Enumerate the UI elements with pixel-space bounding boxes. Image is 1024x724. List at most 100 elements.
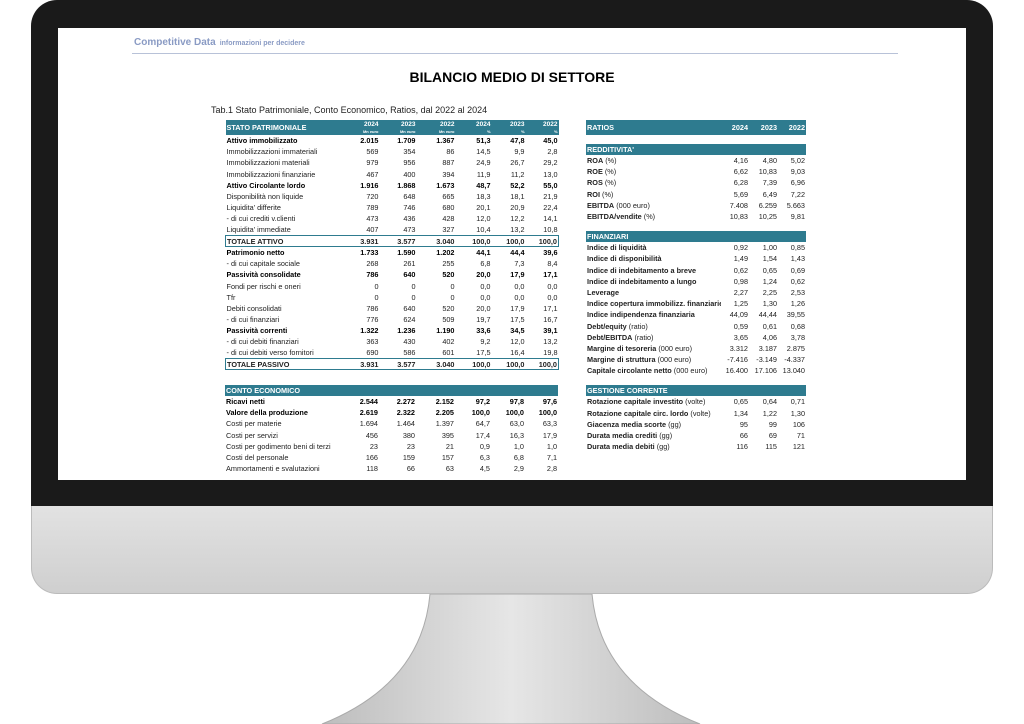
cell-value: 887 <box>442 158 455 168</box>
row-label: Fondi per rischi e oneri <box>226 281 301 291</box>
cell-value: 2,25 <box>762 287 777 297</box>
row-label: Costi del personale <box>226 453 289 463</box>
cell-value: 21,9 <box>543 192 558 202</box>
ratio-unit: (volte) <box>685 397 706 407</box>
cell-value: 520 <box>442 303 455 313</box>
table-row: Indice indipendenza finanziaria 44,09 44,… <box>586 309 806 320</box>
cell-value: 13,2 <box>543 337 558 347</box>
cell-value: 13,2 <box>510 225 525 235</box>
cell-value: 2,8 <box>546 464 558 474</box>
cell-value: 11,2 <box>510 169 525 179</box>
cell-value: 640 <box>403 303 416 313</box>
section-header: FINANZIARI <box>586 231 806 243</box>
row-label: Indice di indebitamento a lungo <box>586 276 721 287</box>
table-row: Immobilizzazioni immateriali 569 354 86 14,5… <box>226 146 559 157</box>
row-label: EBITDA/vendite (%) <box>586 211 721 222</box>
conto-economico-table: CONTO ECONOMICO Ricavi netti 2.544 2.272 2.1… <box>225 385 559 474</box>
table-header: STATO PATRIMONIALE 2024 Mn euro 2023 Mn euro… <box>225 120 559 135</box>
table-row: EBITDA/vendite (%) 10,83 10,25 9,81 <box>586 211 806 222</box>
cell-value: 11,9 <box>476 169 491 179</box>
table-row: Indice di indebitamento a breve 0,62 0,65… <box>586 265 806 276</box>
table-row: - di cui debiti finanziari 363 430 402 9,2 12… <box>226 336 559 347</box>
ratio-name: Margine di tesoreria <box>587 343 657 353</box>
cell-value: 520 <box>442 270 455 280</box>
cell-value: 6,8 <box>513 453 524 463</box>
cell-value: 7,3 <box>514 259 525 269</box>
cell-value: 327 <box>442 225 455 235</box>
cell-value: 3.312 <box>729 343 748 353</box>
section-title: CONTO ECONOMICO <box>225 385 559 396</box>
cell-value: 17,9 <box>510 303 525 313</box>
row-label: Indice di liquidità <box>586 242 721 253</box>
cell-value: 473 <box>403 225 416 235</box>
cell-value: 6,8 <box>480 259 491 269</box>
cell-value: 13,0 <box>543 169 558 179</box>
cell-value: 118 <box>366 464 378 474</box>
table-row: Margine di struttura (000 euro) -7.416 -3.… <box>586 354 806 365</box>
cell-value: 690 <box>366 348 379 358</box>
cell-value: 97,2 <box>475 397 490 407</box>
row-label: Costi per godimento beni di terzi <box>226 441 331 451</box>
row-label: Immobilizzazioni finanziarie <box>226 169 316 179</box>
cell-value: 430 <box>403 337 416 347</box>
cell-value: 354 <box>403 147 416 157</box>
cell-value: 100,0 <box>471 408 490 418</box>
cell-value: 19,7 <box>476 315 491 325</box>
cell-value: 255 <box>442 259 455 269</box>
cell-value: 1,30 <box>790 408 805 418</box>
row-label: Valore della produzione <box>226 408 308 418</box>
cell-value: 48,7 <box>476 180 491 190</box>
ratio-name: Indice di indebitamento a lungo <box>587 276 697 286</box>
cell-value: 29,2 <box>543 158 558 168</box>
cell-value: 1.709 <box>397 136 416 146</box>
cell-value: 1.397 <box>435 419 454 429</box>
cell-value: 16,3 <box>509 430 524 440</box>
ratio-name: Leverage <box>587 287 620 297</box>
cell-value: 586 <box>403 348 416 358</box>
table-row: Liquidita' differite 789 746 680 20,1 20,9 22,… <box>226 202 559 213</box>
cell-value: 0,0 <box>480 292 491 302</box>
ratio-name: Debt/EBITDA <box>587 332 633 342</box>
cell-value: 100,0 <box>491 358 526 371</box>
cell-value: 44,1 <box>476 248 491 258</box>
cell-value: 1.673 <box>436 180 455 190</box>
row-label: Immobilizzazioni immateriali <box>226 147 318 157</box>
ratio-name: ROA <box>587 156 604 166</box>
cell-value: 100,0 <box>455 235 492 248</box>
table-row: Capitale circolante netto (000 euro) 16.4… <box>586 365 806 376</box>
table-caption: Tab.1 Stato Patrimoniale, Conto Economic… <box>211 105 488 115</box>
cell-value: 648 <box>403 192 416 202</box>
monitor-chin <box>31 506 993 594</box>
cell-value: 0 <box>374 292 379 302</box>
row-label: Immobilizzazioni materiali <box>226 158 310 168</box>
section-title: RATIOS <box>586 120 721 135</box>
cell-value: 665 <box>442 192 455 202</box>
ratio-unit: (gg) <box>656 442 670 452</box>
ratio-unit: (%) <box>602 189 614 199</box>
cell-value: 6,28 <box>733 178 748 188</box>
cell-value: 509 <box>442 315 455 325</box>
ratio-unit: (%) <box>643 212 656 222</box>
table-row: Durata media crediti (gg) 66 69 71 <box>586 430 806 441</box>
cell-value: 456 <box>365 430 378 440</box>
cell-value: 100,0 <box>505 408 524 418</box>
column-year: 2022 <box>543 121 558 128</box>
cell-value: 0,62 <box>733 265 748 275</box>
ratio-name: ROE <box>587 167 603 177</box>
cell-value: 44,09 <box>729 310 748 320</box>
cell-value: 1,22 <box>762 408 777 418</box>
table-row: - di cui crediti v.clienti 473 436 428 12,0 1… <box>226 213 559 224</box>
cell-value: 640 <box>403 270 416 280</box>
cell-value: 2,8 <box>547 147 558 157</box>
ratio-name: Durata media debiti <box>587 442 655 452</box>
section-header: CONTO ECONOMICO <box>225 385 559 396</box>
row-label: TOTALE PASSIVO <box>225 358 344 371</box>
ratio-name: Indice di disponibilità <box>587 254 662 264</box>
cell-value: 1,0 <box>546 441 558 451</box>
row-label: Debt/equity (ratio) <box>586 320 721 331</box>
cell-value: 6,62 <box>733 167 748 177</box>
cell-value: 1.322 <box>360 326 379 336</box>
column-year: 2023 <box>510 121 525 128</box>
cell-value: 400 <box>403 169 416 179</box>
table-row: Passività consolidate 786 640 520 20,0 17,9 17… <box>226 269 559 280</box>
